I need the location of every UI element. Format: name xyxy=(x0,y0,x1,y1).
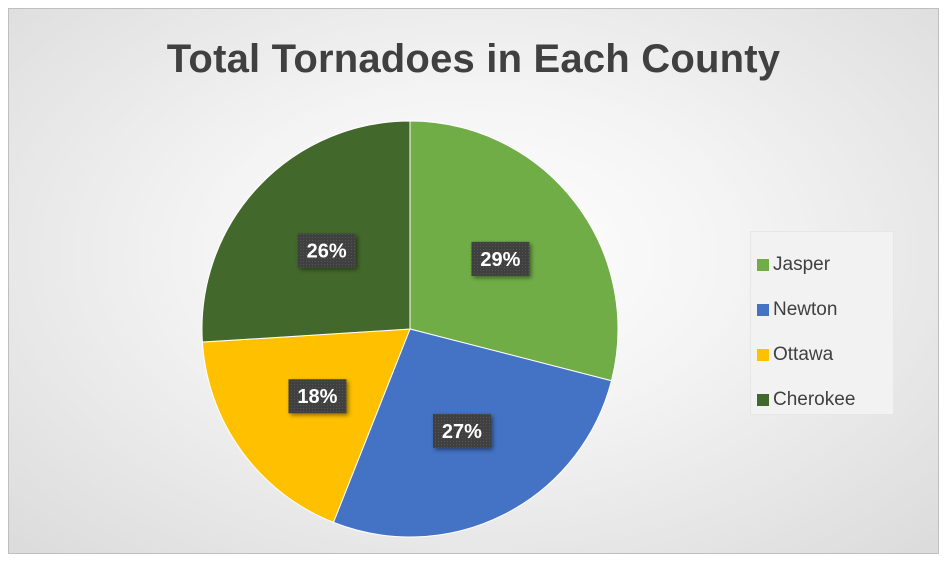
legend-item-jasper: Jasper xyxy=(751,242,893,287)
legend-swatch xyxy=(757,348,769,361)
pie-slice-ottawa xyxy=(201,328,411,524)
legend-swatch xyxy=(757,393,769,406)
data-label-box xyxy=(471,241,530,276)
data-label-jasper: 29% xyxy=(471,241,530,276)
data-label-text: 18% xyxy=(297,386,337,408)
data-label-newton: 27% xyxy=(432,413,491,448)
data-label-box xyxy=(432,413,491,448)
data-label-text: 29% xyxy=(480,249,520,271)
data-label-cherokee: 26% xyxy=(297,233,356,268)
legend-label: Newton xyxy=(773,298,838,320)
legend-label: Cherokee xyxy=(773,388,856,410)
data-label-ottawa: 18% xyxy=(288,379,347,414)
pie-chart: 29% 27% 18% 26% xyxy=(201,120,619,538)
chart-title: Total Tornadoes in Each County xyxy=(166,37,781,81)
legend-label: Ottawa xyxy=(773,343,834,365)
legend-item-newton: Newton xyxy=(751,287,893,332)
legend-item-cherokee: Cherokee xyxy=(751,377,893,422)
legend: Jasper Newton Ottawa Cherokee xyxy=(750,231,894,415)
legend-swatch xyxy=(757,258,769,271)
pie-slice-cherokee xyxy=(201,120,411,343)
chart-area: Total Tornadoes in Each County 29% 27% 18%… xyxy=(8,8,939,554)
legend-label: Jasper xyxy=(773,253,831,275)
data-label-text: 27% xyxy=(442,421,482,443)
data-label-box xyxy=(297,233,356,268)
legend-swatch xyxy=(757,303,769,316)
data-label-text: 26% xyxy=(307,241,347,263)
data-label-box xyxy=(288,379,347,414)
legend-item-ottawa: Ottawa xyxy=(751,332,893,377)
